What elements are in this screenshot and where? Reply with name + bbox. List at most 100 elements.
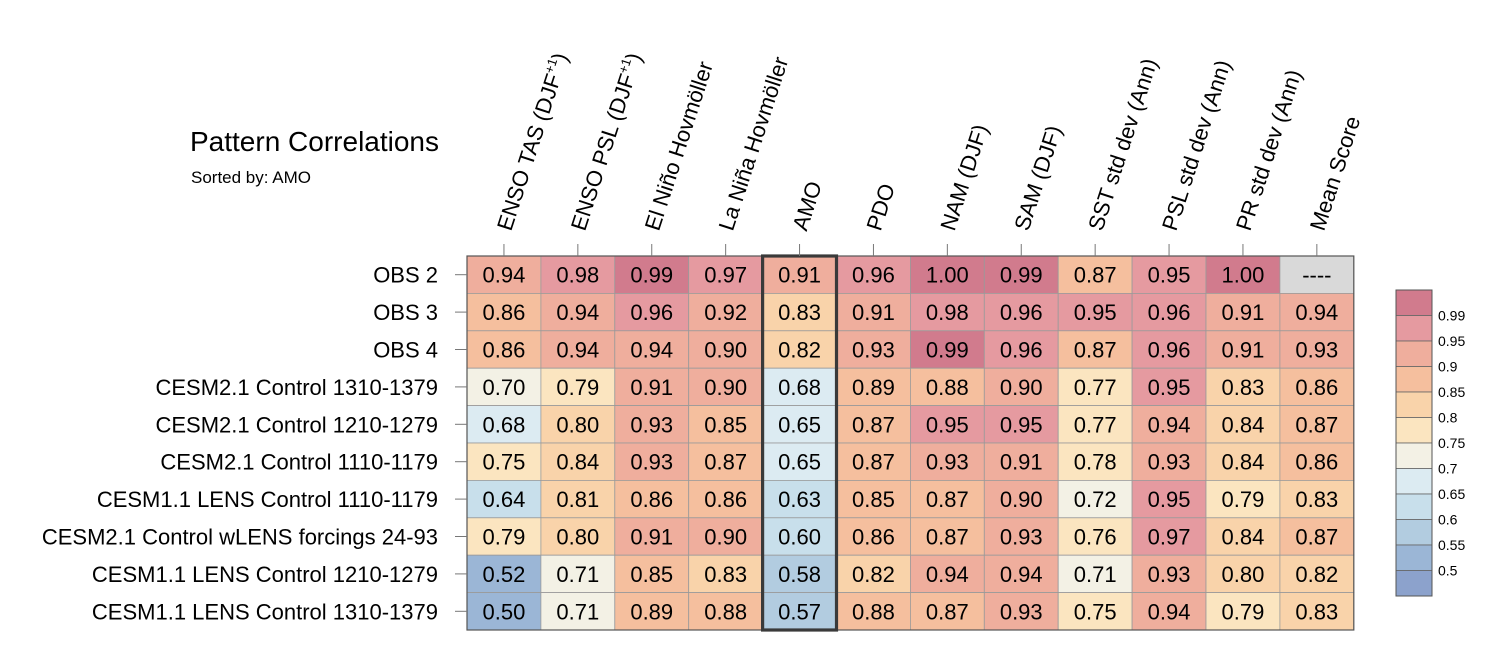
cell-value-label: 0.60 — [778, 525, 821, 550]
heatmap-cell — [688, 330, 764, 369]
cell-value-label: 0.93 — [1000, 599, 1043, 624]
cell-value-label: 0.92 — [704, 300, 747, 325]
cell-value-label: 0.94 — [483, 263, 526, 288]
cell-value-label: 0.78 — [1074, 450, 1117, 475]
cell-value-label: 0.95 — [1148, 375, 1191, 400]
heatmap-cell — [466, 255, 542, 294]
heatmap-cell — [1131, 442, 1207, 481]
cell-value-label: 0.93 — [630, 412, 673, 437]
colorbar-tick-label: 0.8 — [1438, 410, 1458, 426]
heatmap-cell — [1205, 479, 1281, 519]
cell-value-label: 0.90 — [704, 338, 747, 363]
heatmap-cell — [1057, 405, 1133, 444]
heatmap-cell — [1131, 554, 1207, 594]
heatmap-cell — [466, 479, 542, 519]
column-label: ENSO PSL (DJF+1) — [565, 49, 647, 233]
cell-value-label: 0.93 — [630, 450, 673, 475]
heatmap-cell — [910, 592, 985, 631]
cell-value-label: 0.79 — [556, 375, 599, 400]
heatmap-cell — [762, 292, 837, 332]
colorbar-swatch — [1395, 289, 1433, 316]
heatmap-cell — [1131, 405, 1207, 444]
cell-value-label: 0.91 — [778, 263, 821, 288]
heatmap-cell — [540, 517, 616, 556]
cell-value-label: 0.80 — [556, 412, 599, 437]
row-label: CESM2.1 Control wLENS forcings 24-93 — [42, 525, 438, 550]
cell-value-label: 0.82 — [852, 562, 895, 587]
heatmap-cell — [983, 517, 1059, 556]
heatmap-cell — [466, 592, 542, 631]
cell-value-label: 0.95 — [1148, 487, 1191, 512]
cell-value-label: 1.00 — [926, 263, 969, 288]
cell-value-label: 0.50 — [483, 599, 526, 624]
heatmap-cell — [910, 255, 985, 294]
heatmap-cell — [614, 517, 690, 556]
heatmap-cell — [540, 292, 616, 332]
cell-value-label: 0.95 — [1000, 412, 1043, 437]
column-label: SST std dev (Ann) — [1083, 55, 1162, 233]
heatmap-values: 0.94 0.98 0.99 0.97 0.91 0.96 1.00 0.99 0.87 0.95… — [483, 263, 1339, 625]
cell-value-label: 0.99 — [926, 338, 969, 363]
cell-value-label: 0.95 — [926, 412, 969, 437]
row-label: CESM1.1 LENS Control 1210-1279 — [92, 562, 438, 587]
column-label: SAM (DJF) — [1009, 122, 1066, 233]
heatmap-cell — [466, 517, 542, 556]
cell-value-label: 0.87 — [1295, 525, 1338, 550]
row-label: OBS 4 — [373, 338, 438, 363]
colorbar-swatch — [1395, 391, 1433, 418]
heatmap-cell — [983, 405, 1059, 444]
cell-value-label: 0.71 — [1074, 562, 1117, 587]
cell-value-label: 0.83 — [1295, 599, 1338, 624]
heatmap-cell — [836, 405, 911, 444]
heatmap-cell — [983, 592, 1059, 631]
cell-value-label: 0.94 — [1295, 300, 1338, 325]
cell-value-label: 0.87 — [704, 450, 747, 475]
cell-value-label: 0.83 — [704, 562, 747, 587]
colorbar-swatch — [1395, 493, 1433, 520]
cell-value-label: 0.87 — [1295, 412, 1338, 437]
heatmap-cell — [1057, 255, 1133, 294]
heatmap-cell — [540, 554, 616, 594]
colorbar-swatch — [1395, 417, 1433, 444]
heatmap-cell — [1205, 367, 1281, 407]
colorbar-tick-label: 0.6 — [1438, 512, 1458, 528]
colorbar-swatch — [1395, 315, 1433, 342]
cell-value-label: 0.83 — [1295, 487, 1338, 512]
cell-value-label: 0.80 — [1222, 562, 1265, 587]
heatmap-cell — [688, 292, 764, 332]
heatmap-cell — [910, 330, 985, 369]
column-label: El Niño Hovmöller — [640, 58, 718, 233]
cell-value-label: 0.88 — [852, 599, 895, 624]
heatmap-cell — [836, 554, 911, 594]
heatmap-cells — [466, 255, 1355, 631]
heatmap-cell — [910, 442, 985, 481]
cell-value-label: 0.89 — [630, 599, 673, 624]
heatmap-cell — [1057, 517, 1133, 556]
cell-value-label: 0.76 — [1074, 525, 1117, 550]
colorbar-swatch — [1395, 468, 1433, 495]
cell-value-label: 0.77 — [1074, 412, 1117, 437]
colorbar: 0.99 0.95 0.9 0.85 0.8 0.75 0.7 0.65 0.6 0.55 0.5 — [1395, 289, 1465, 597]
colorbar-tick-label: 0.5 — [1438, 563, 1458, 579]
column-labels: ENSO TAS (DJF+1)ENSO PSL (DJF+1)El Niño … — [492, 49, 1365, 234]
heatmap-cell — [983, 330, 1059, 369]
heatmap-cell — [1205, 554, 1281, 594]
colorbar-tick-label: 0.7 — [1438, 461, 1458, 477]
cell-value-label: 0.71 — [556, 562, 599, 587]
cell-value-label: 0.86 — [704, 487, 747, 512]
cell-value-label: 0.85 — [704, 412, 747, 437]
heatmap-cell — [614, 330, 690, 369]
heatmap-cell — [688, 517, 764, 556]
row-labels: OBS 2 OBS 3 OBS 4 CESM2.1 Control 1310-1379… — [42, 263, 438, 625]
heatmap-cell — [1057, 330, 1133, 369]
column-label: PDO — [861, 180, 900, 233]
colorbar-swatch — [1395, 340, 1433, 367]
heatmap-cell — [1279, 592, 1355, 631]
heatmap-cell — [540, 330, 616, 369]
cell-value-label: 0.90 — [1000, 375, 1043, 400]
cell-value-label: 0.95 — [1148, 263, 1191, 288]
cell-value-label: 0.75 — [1074, 599, 1117, 624]
cell-value-label: 0.80 — [556, 525, 599, 550]
cell-value-label: 0.57 — [778, 599, 821, 624]
